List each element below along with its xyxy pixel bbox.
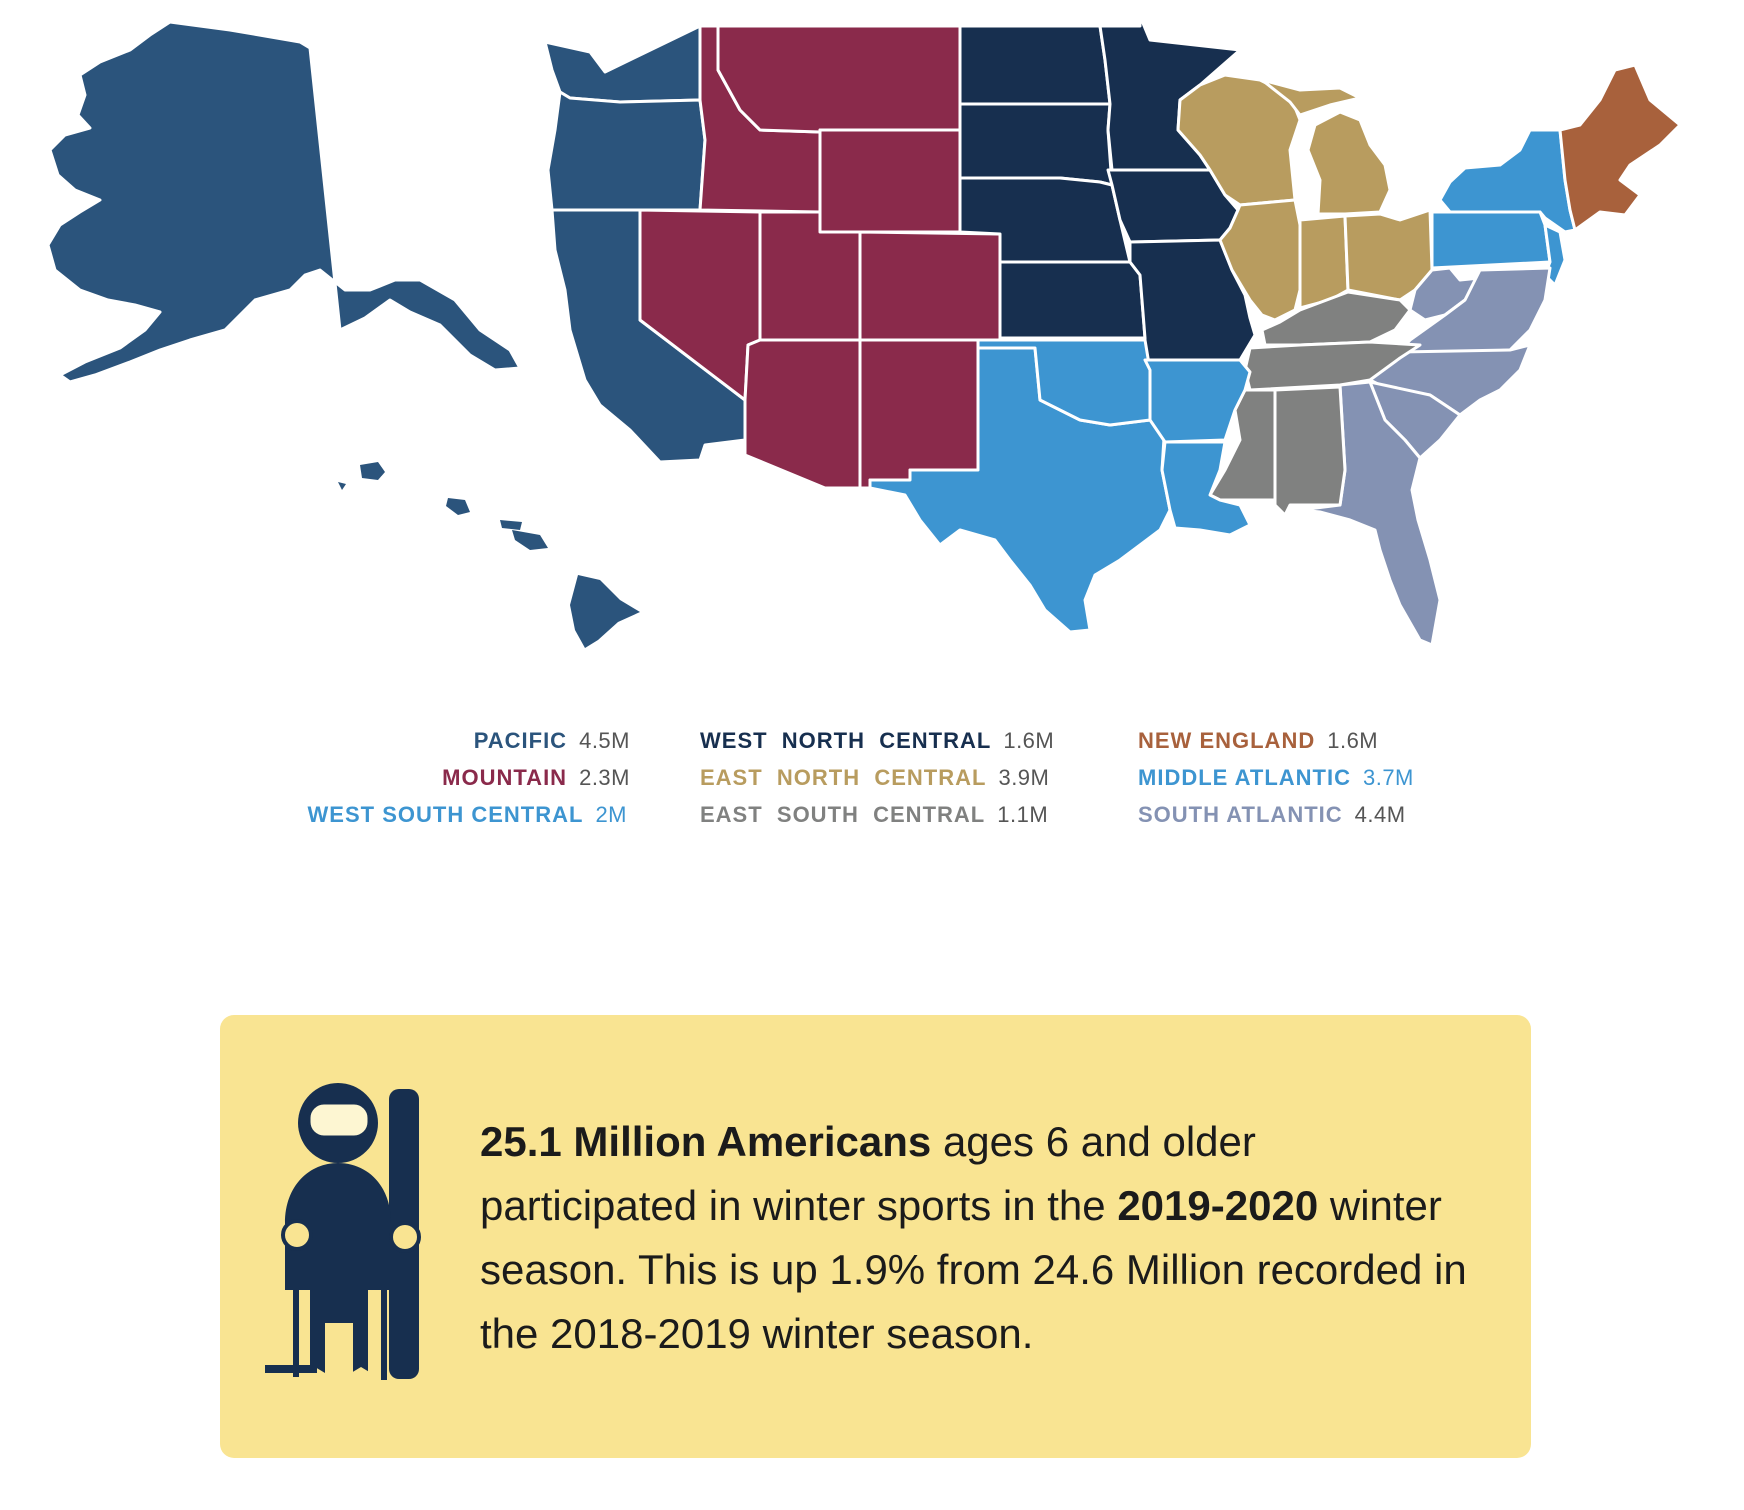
us-census-divisions-map: [46, 14, 1682, 648]
michigan-state: [1260, 78, 1392, 216]
legend-label: EAST SOUTH CENTRAL: [700, 802, 986, 827]
new-england-region: [1558, 63, 1682, 232]
legend-item-pacific: PACIFIC 4.5M: [474, 726, 630, 756]
montana-state: [716, 24, 962, 134]
legend-value: 3.9M: [998, 765, 1050, 790]
pennsylvania-state: [1430, 210, 1552, 270]
legend-item-east-north-central: EAST NORTH CENTRAL 3.9M: [700, 763, 1049, 793]
legend-label: MIDDLE ATLANTIC: [1138, 765, 1351, 790]
legend-value: 2.3M: [579, 765, 630, 790]
callout-text: 25.1 Million Americans ages 6 and older …: [480, 1110, 1480, 1366]
legend-value: 1.6M: [1003, 728, 1055, 753]
legend-value: 1.6M: [1327, 728, 1379, 753]
north-dakota-state: [958, 24, 1112, 106]
legend-item-east-south-central: EAST SOUTH CENTRAL 1.1M: [700, 800, 1048, 830]
legend-label: PACIFIC: [473, 728, 568, 753]
legend-label: SOUTH ATLANTIC: [1138, 802, 1343, 827]
legend-value: 1.1M: [997, 802, 1049, 827]
legend-value: 3.7M: [1362, 765, 1414, 790]
skier-icon: [265, 1083, 421, 1381]
legend-label: MOUNTAIN: [442, 765, 568, 790]
legend-label: NEW ENGLAND: [1138, 728, 1316, 753]
georgia-florida-states: [1298, 380, 1442, 647]
legend-label: WEST SOUTH CENTRAL: [307, 802, 584, 827]
legend-item-middle-atlantic: MIDDLE ATLANTIC 3.7M: [1138, 763, 1414, 793]
legend-item-west-south-central: WEST SOUTH CENTRAL 2M: [308, 800, 627, 830]
oregon-state: [546, 90, 707, 212]
stat-callout: 25.1 Million Americans ages 6 and older …: [220, 1015, 1531, 1458]
wyoming-state: [818, 128, 962, 234]
callout-body-2: winter season. This is up 1.9% from 24.6…: [480, 1182, 1467, 1357]
washington-state: [543, 24, 702, 104]
legend-item-south-atlantic: SOUTH ATLANTIC 4.4M: [1138, 800, 1406, 830]
louisiana-state: [1160, 440, 1252, 537]
alabama-state: [1273, 385, 1347, 517]
legend: PACIFIC 4.5M MOUNTAIN 2.3M WEST SOUTH CENT…: [0, 726, 1744, 856]
south-dakota-state: [958, 102, 1114, 187]
legend-value: 4.4M: [1354, 802, 1406, 827]
callout-body-1: ages 6 and older participated in winter …: [480, 1118, 1256, 1229]
utah-state: [758, 210, 862, 342]
arkansas-state: [1143, 358, 1252, 444]
legend-label: WEST NORTH CENTRAL: [700, 728, 992, 753]
legend-item-west-north-central: WEST NORTH CENTRAL 1.6M: [700, 726, 1054, 756]
alaska-region: [46, 20, 522, 384]
legend-label: EAST NORTH CENTRAL: [700, 765, 987, 790]
nebraska-state: [958, 176, 1132, 264]
hawaii-region: [338, 462, 640, 648]
legend-item-mountain: MOUNTAIN 2.3M: [442, 763, 630, 793]
legend-value: 2M: [595, 802, 627, 827]
legend-item-new-england: NEW ENGLAND 1.6M: [1138, 726, 1378, 756]
new-mexico-state: [858, 338, 980, 490]
kansas-state: [998, 260, 1147, 340]
colorado-state: [858, 230, 1002, 342]
oklahoma-state: [976, 338, 1152, 427]
callout-highlight-number: 25.1 Million Americans: [480, 1118, 932, 1165]
arizona-state: [743, 338, 862, 490]
callout-highlight-season: 2019-2020: [1117, 1182, 1319, 1229]
legend-value: 4.5M: [579, 728, 630, 753]
